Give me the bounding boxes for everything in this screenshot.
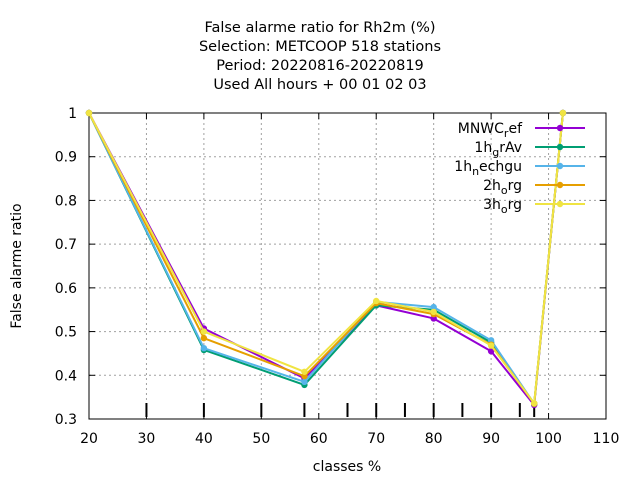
- title-line-3: Period: 20220816-20220819: [216, 58, 424, 74]
- series-point-3: [301, 372, 308, 380]
- series-point-4: [559, 109, 567, 117]
- series-point-0: [487, 348, 495, 355]
- legend-label-1: 1hgrAv: [474, 140, 522, 159]
- legend-label-sub: g: [492, 146, 499, 159]
- y-tick-label: 1: [68, 106, 77, 122]
- axis-ticks: 20 30 40 50 60 70 80 90 100 110 0.3 0.4 0.5 0.6 0.7 0.8…: [55, 106, 620, 447]
- x-tick-label: 70: [367, 431, 385, 447]
- y-tick-label: 0.9: [55, 150, 77, 166]
- legend-label-sub: n: [472, 165, 479, 178]
- title-line-2: Selection: METCOOP 518 stations: [199, 39, 441, 55]
- legend-label-0: MNWCref: [458, 121, 523, 140]
- x-tick-label: 110: [593, 431, 620, 447]
- legend-marker-3: [556, 181, 564, 189]
- series-point-3: [200, 334, 208, 342]
- y-tick-label: 0.5: [55, 325, 77, 341]
- series-point-4: [373, 297, 380, 305]
- title-line-1: False alarme ratio for Rh2m (%): [204, 20, 435, 36]
- y-tick-label: 0.7: [55, 237, 77, 253]
- series-lines: [85, 109, 567, 409]
- legend-label-rest: rg: [508, 178, 522, 194]
- legend-label-main: 3h: [483, 197, 501, 213]
- legend-label-sub: o: [501, 203, 508, 216]
- series-line-4: [88, 112, 564, 405]
- legend-label-main: 1h: [474, 140, 492, 156]
- y-tick-label: 0.8: [55, 193, 77, 209]
- legend-label-2: 1hnechgu: [454, 159, 522, 178]
- legend-label-main: 1h: [454, 159, 472, 175]
- series-point-4: [487, 342, 495, 349]
- legend-label-rest: rg: [508, 197, 522, 213]
- legend-marker-0: [556, 124, 564, 132]
- series-point-2: [487, 337, 495, 344]
- x-tick-label: 20: [80, 431, 98, 447]
- series-point-0: [430, 315, 437, 322]
- x-axis-label: classes %: [313, 459, 381, 475]
- x-tick-label: 40: [195, 431, 213, 447]
- legend-marker-2: [556, 162, 564, 170]
- legend-label-sub: o: [501, 184, 508, 197]
- series-point-4: [430, 308, 437, 316]
- series-point-2: [430, 303, 437, 311]
- legend-label-rest: ef: [508, 121, 523, 137]
- legend-label-main: MNWC: [458, 121, 504, 137]
- legend-label-3: 2horg: [483, 178, 522, 197]
- class-markers: [145, 403, 536, 417]
- legend-label-sub: r: [504, 127, 509, 140]
- legend-label-4: 3horg: [483, 197, 522, 216]
- series-point-4: [301, 368, 308, 375]
- series-point-4: [530, 400, 538, 407]
- x-tick-label: 50: [252, 431, 270, 447]
- y-tick-label: 0.4: [55, 368, 77, 384]
- grid-lines: [89, 113, 606, 419]
- series-point-4: [200, 328, 208, 335]
- legend-marker-1: [556, 143, 564, 151]
- legend-label-rest: rAv: [499, 140, 522, 156]
- title-line-4: Used All hours + 00 01 02 03: [213, 77, 426, 93]
- y-axis-label: False alarme ratio: [9, 203, 25, 328]
- x-tick-label: 90: [482, 431, 500, 447]
- series-point-4: [85, 109, 93, 117]
- series-line-0: [88, 112, 564, 407]
- x-tick-label: 30: [138, 431, 156, 447]
- chart-title: False alarme ratio for Rh2m (%) Selectio…: [199, 20, 441, 93]
- y-tick-label: 0.6: [55, 281, 77, 297]
- series-point-2: [301, 378, 308, 386]
- legend-label-rest: echgu: [479, 159, 522, 175]
- legend-marker-4: [556, 200, 564, 208]
- legend-label-main: 2h: [483, 178, 501, 194]
- plot-area-frame: [88, 112, 607, 420]
- series-point-2: [200, 344, 208, 352]
- x-tick-label: 60: [310, 431, 328, 447]
- x-tick-label: 80: [425, 431, 443, 447]
- x-tick-label: 100: [535, 431, 562, 447]
- y-tick-label: 0.3: [55, 412, 77, 428]
